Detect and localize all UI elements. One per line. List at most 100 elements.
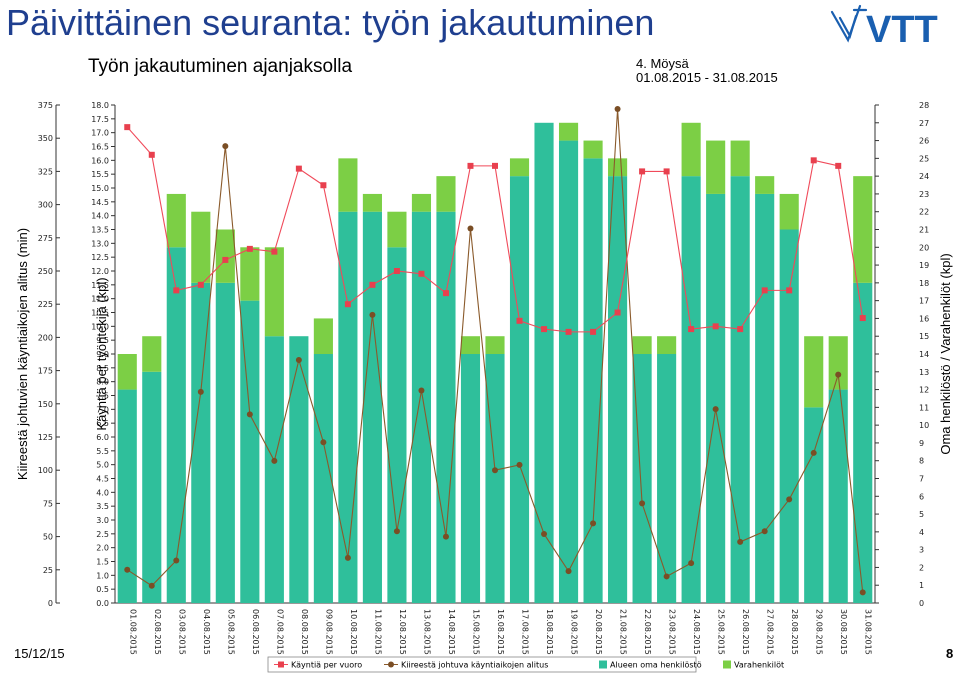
slide-title: Päivittäinen seuranta: työn jakautuminen [6,2,655,43]
left-outer-tick-label: 125 [38,433,53,442]
x-tick-label: 30.08.2015 [839,609,848,655]
visits-point [516,317,523,324]
visits-point [810,157,817,164]
unit-name: 4. Möysä [636,56,689,71]
legend-bar-swatch [599,660,607,669]
bar-substitutes [117,354,137,390]
bar-own-staff [411,211,432,603]
bar-own-staff [191,282,211,603]
visits-point [541,326,548,333]
left-inner-tick-label: 9.0 [96,350,109,359]
chart-legend: Käyntiä per vuoro Kiireestä johtuva käynt… [267,656,784,673]
visits-point [859,315,866,322]
left-outer-tick-label: 375 [38,101,53,110]
visits-point [442,290,449,297]
urgent-point [271,457,278,464]
visits-point [786,287,793,294]
x-tick-label: 02.08.2015 [153,609,162,655]
urgent-point [516,461,523,468]
urgent-point [222,143,229,150]
left-inner-tick-label: 3.5 [96,502,109,511]
left-inner-tick-label: 12.0 [91,267,109,276]
urgent-point [541,530,548,537]
left-outer-tick-label: 150 [38,400,53,409]
left-inner-tick-label: 8.5 [96,364,109,373]
x-tick-label: 29.08.2015 [815,609,824,655]
left-inner-tick-label: 7.0 [96,405,109,414]
visits-line [126,126,864,333]
bar-own-staff [804,407,824,603]
urgent-point [467,225,474,232]
urgent-point [614,105,621,112]
x-tick-label: 19.08.2015 [570,609,579,655]
left-inner-tick-label: 6.5 [96,419,109,428]
bar-substitutes [362,193,382,212]
bar-substitutes [436,176,456,212]
bar-substitutes [657,336,677,354]
bar-own-staff [166,247,186,604]
x-tick-label: 11.08.2015 [373,609,382,655]
x-tick-label: 14.08.2015 [447,609,456,655]
right-tick-label: 20 [919,243,929,252]
urgent-point [492,467,498,474]
urgent-point [320,439,327,446]
urgent-point [148,582,155,589]
x-tick-label: 10.08.2015 [349,609,358,655]
bar-substitutes [730,140,750,177]
left-outer-tick-label: 25 [43,566,53,575]
x-tick-label: 17.08.2015 [521,609,530,655]
left-inner-tick-label: 10.0 [91,322,109,331]
left-inner-tick-label: 13.5 [91,226,109,235]
visits-point [737,326,744,333]
right-tick-label: 16 [919,314,929,323]
visits-point [393,268,400,274]
bar-own-staff [583,158,603,603]
left-inner-tick-label: 0.0 [96,599,109,608]
bar-substitutes [632,336,652,354]
urgent-point [369,311,376,318]
visits-point [295,165,302,172]
visits-point [344,301,351,308]
page-number: 8 [946,646,954,661]
left-outer-tick-label: 250 [38,267,53,276]
bar-substitutes [411,193,432,212]
left-inner-tick-label: 1.5 [96,558,109,567]
x-tick-label: 23.08.2015 [668,609,677,655]
logo-text: VTT [866,9,938,50]
bar-substitutes [387,211,407,248]
urgent-point [393,528,400,535]
left-inner-tick-label: 14.0 [91,212,109,221]
bar-own-staff [730,176,750,603]
visits-point [565,328,572,335]
bar-own-staff [755,193,775,603]
legend-visits-marker [278,661,284,668]
bar-substitutes [460,336,481,354]
bar-substitutes [853,176,873,283]
bar-substitutes [215,229,235,283]
bar-own-staff [558,140,579,604]
bar-own-staff [362,211,382,603]
x-tick-label: 09.08.2015 [324,609,333,655]
left-outer-tick-label: 275 [38,234,53,243]
right-tick-label: 26 [919,137,929,146]
urgent-point [810,449,817,456]
left-inner-tick-label: 15.5 [91,170,109,179]
left-inner-tick-label: 17.5 [91,115,109,124]
left-inner-tick-label: 11.0 [91,295,109,304]
bar-own-staff [608,176,628,603]
visits-point [835,162,842,169]
left-inner-tick-label: 4.5 [96,475,109,484]
x-tick-label: 18.08.2015 [545,609,554,655]
right-tick-label: 5 [919,510,924,519]
urgent-point [712,406,719,413]
right-tick-label: 2 [919,563,924,572]
urgent-point [418,387,425,394]
left-outer-tick-label: 300 [38,201,53,210]
visits-point [639,168,646,175]
visits-point [369,281,376,288]
urgent-point [590,520,597,527]
bar-substitutes [142,336,162,372]
right-tick-label: 18 [919,279,929,288]
x-tick-label: 24.08.2015 [692,609,701,655]
left-inner-tick-label: 13.0 [91,239,109,248]
